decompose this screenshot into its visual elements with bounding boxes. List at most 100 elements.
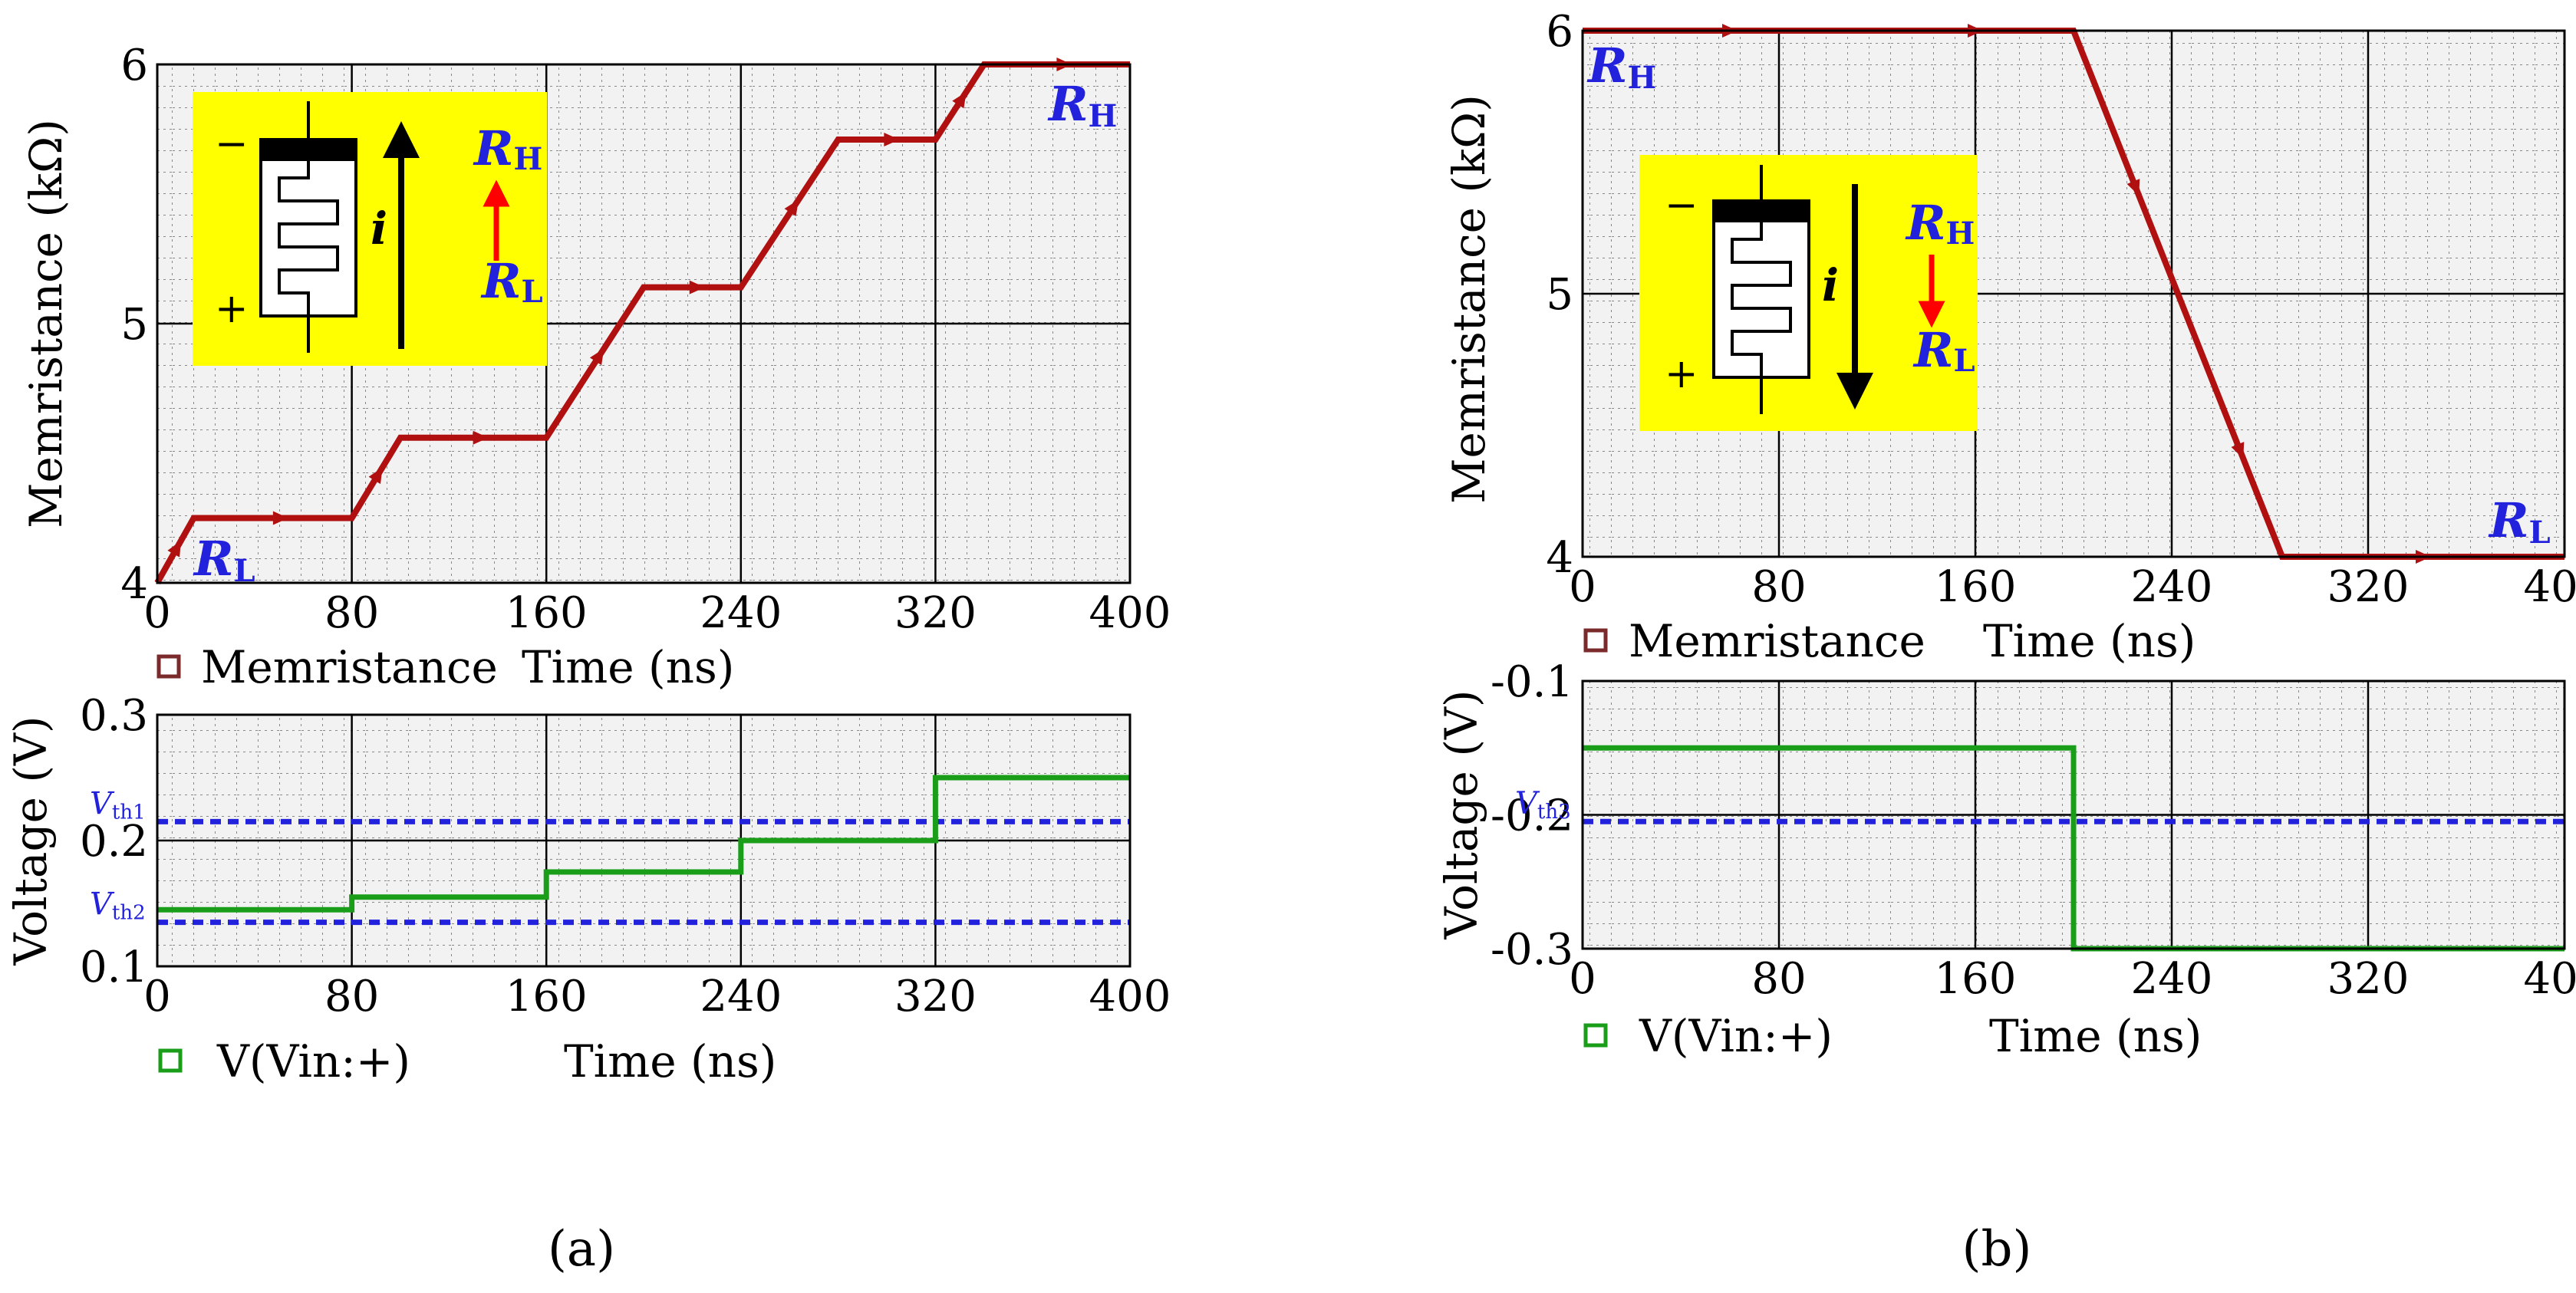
x-tick-label: 0 xyxy=(143,588,171,638)
current-label: i xyxy=(1822,259,1839,311)
direction-arrow xyxy=(473,430,489,445)
direction-arrowhead xyxy=(167,540,182,558)
direction-arrowhead xyxy=(473,430,489,445)
direction-arrow xyxy=(884,133,900,147)
x-tick-label: 160 xyxy=(506,972,588,1022)
x-tick-label: 320 xyxy=(2327,562,2410,612)
direction-arrowhead xyxy=(272,511,288,525)
direction-arrow xyxy=(272,511,288,525)
direction-arrow xyxy=(2126,179,2140,196)
x-tick-label: 400 xyxy=(1089,588,1171,638)
x-axis-label: Time (ns) xyxy=(522,641,734,693)
inset-rl: RL xyxy=(1912,322,1975,379)
direction-arrowhead xyxy=(884,133,900,147)
threshold-lines xyxy=(157,818,1130,926)
legend-label: V(Vin:+) xyxy=(1639,1010,1833,1062)
x-ticks: 0 80 160 240 320 400 xyxy=(1569,954,2576,1004)
panel-a-voltage-chart: 0.1 0.2 0.3 0 80 160 240 320 400 Voltage (V) V(… xyxy=(5,691,1171,1087)
y-axis-label: Memristance (kΩ) xyxy=(20,119,72,528)
y-axis-label: Voltage (V) xyxy=(1435,690,1487,940)
threshold-label: Vth1 xyxy=(90,786,146,824)
inset-rl: RL xyxy=(480,253,543,310)
rl-label: RL xyxy=(193,531,255,589)
x-tick-label: 320 xyxy=(2327,954,2410,1004)
y-ticks: 4 5 6 xyxy=(120,41,148,609)
x-tick-label: 80 xyxy=(324,972,379,1022)
rl-label: RL xyxy=(2488,492,2551,551)
direction-arrowhead xyxy=(368,467,383,485)
x-axis-label: Time (ns) xyxy=(1989,1010,2202,1062)
x-tick-label: 160 xyxy=(506,588,588,638)
y-tick-label: 6 xyxy=(1546,7,1573,57)
series-line xyxy=(154,61,1130,584)
direction-arrowhead xyxy=(589,348,604,366)
x-tick-label: 160 xyxy=(1935,954,2017,1004)
direction-arrow xyxy=(689,280,705,294)
direction-arrow xyxy=(784,199,799,217)
caption-a: (a) xyxy=(548,1221,615,1278)
caption-b: (b) xyxy=(1962,1221,2032,1278)
direction-arrow xyxy=(589,348,604,366)
x-tick-label: 320 xyxy=(894,588,977,638)
x-tick-label: 240 xyxy=(700,972,782,1022)
plot-frame xyxy=(1581,679,2566,950)
panel-b-voltage-chart: -0.3 -0.2 -0.1 0 80 160 240 320 400 Voltage (V)… xyxy=(1435,657,2576,1062)
legend-marker xyxy=(1583,1023,1608,1048)
x-tick-label: 160 xyxy=(1935,562,2017,612)
y-tick-label: 6 xyxy=(120,41,148,90)
panel-a-memristance-chart: 4 5 6 0 80 160 240 320 400 Memristance (kΩ) Mem… xyxy=(20,41,1171,693)
direction-arrow xyxy=(167,540,182,558)
x-tick-label: 80 xyxy=(1751,562,1806,612)
y-ticks: 0.1 0.2 0.3 xyxy=(80,691,148,992)
x-tick-label: 320 xyxy=(894,972,977,1022)
y-tick-label: 5 xyxy=(120,300,148,350)
x-tick-label: 240 xyxy=(2131,954,2213,1004)
direction-arrowhead xyxy=(689,280,705,294)
panel-b-memristance-chart: 4 5 6 0 80 160 240 320 400 Memristance (kΩ) Mem… xyxy=(1443,7,2576,667)
plot-frame xyxy=(156,713,1132,968)
x-ticks: 0 80 160 240 320 400 xyxy=(1569,562,2576,612)
rh-label: RH xyxy=(1047,76,1117,134)
rh-label: RH xyxy=(1586,38,1656,96)
legend-label: Memristance xyxy=(1629,615,1925,667)
threshold-label: Vth3 xyxy=(1515,786,1571,824)
y-axis-label: Voltage (V) xyxy=(5,716,57,966)
plus-sign: + xyxy=(215,286,249,332)
y-tick-label: -0.2 xyxy=(1491,791,1573,841)
y-tick-label: 0.1 xyxy=(80,943,148,992)
memristor-inset: − + i RH RL xyxy=(193,92,547,366)
x-tick-label: 240 xyxy=(2131,562,2213,612)
x-tick-label: 80 xyxy=(324,588,379,638)
direction-arrow xyxy=(368,467,383,485)
y-tick-label: 0.3 xyxy=(80,691,148,741)
minus-sign: − xyxy=(1665,183,1698,229)
direction-arrowhead xyxy=(2126,179,2140,196)
series-line xyxy=(157,775,1130,913)
x-tick-label: 240 xyxy=(700,588,782,638)
x-ticks: 0 80 160 240 320 400 xyxy=(143,972,1171,1022)
plot-frame xyxy=(1581,29,2566,558)
x-axis-label: Time (ns) xyxy=(1983,615,2196,667)
legend-label: Memristance xyxy=(201,641,498,693)
x-tick-label: 0 xyxy=(1569,562,1596,612)
inset-rh: RH xyxy=(473,120,542,177)
direction-arrow xyxy=(2231,442,2245,459)
inset-rh: RH xyxy=(1905,195,1975,252)
plot-frame xyxy=(156,63,1132,584)
x-tick-label: 80 xyxy=(1751,954,1806,1004)
y-tick-label: 4 xyxy=(120,559,148,609)
inset-background xyxy=(193,92,547,366)
direction-arrow xyxy=(952,91,967,109)
direction-arrowhead xyxy=(2231,442,2245,459)
memristor-zigzag xyxy=(278,161,339,316)
y-tick-label: 0.2 xyxy=(80,817,148,867)
legend-marker xyxy=(156,654,181,679)
y-axis-label: Memristance (kΩ) xyxy=(1443,94,1495,504)
direction-arrowhead xyxy=(784,199,799,217)
memristor-polarity-band xyxy=(1714,201,1809,222)
memristor-zigzag xyxy=(1731,222,1792,377)
x-tick-label: 400 xyxy=(2524,954,2576,1004)
legend-marker xyxy=(1583,628,1608,653)
x-tick-label: 0 xyxy=(143,972,171,1022)
